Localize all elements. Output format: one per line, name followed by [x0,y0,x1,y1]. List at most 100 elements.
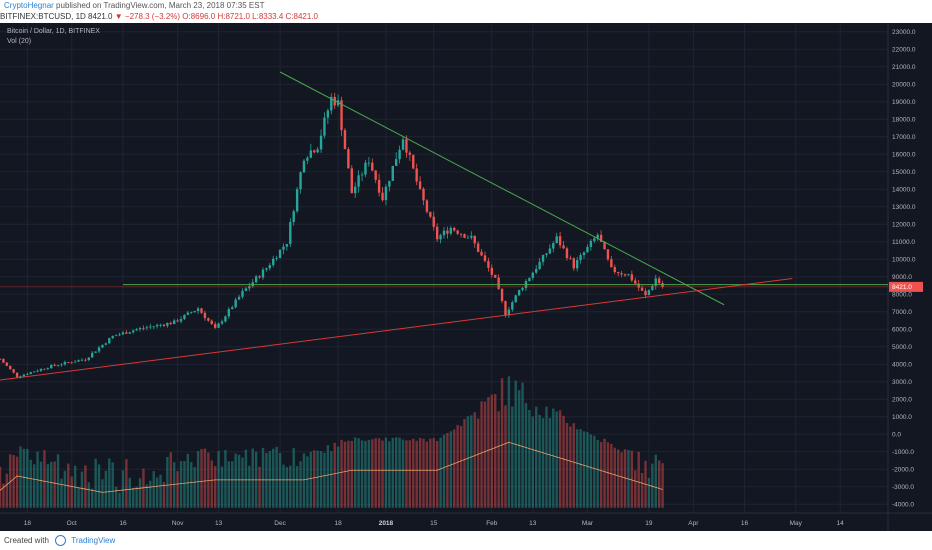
volume-bar [565,423,569,508]
volume-bar [398,437,401,508]
candle-body [569,258,572,259]
price-tick-label: -4000.0 [892,501,914,508]
time-tick-label: Dec [274,520,286,527]
volume-bar [391,438,394,508]
volume-bar [29,459,32,508]
volume-bar [169,452,172,508]
candle-body [302,160,306,173]
created-with-label: Created with [4,536,49,545]
candle-body [548,248,552,254]
volume-bar [302,453,306,508]
candle-body [500,288,504,302]
author-link[interactable]: CryptoHegnar [4,1,54,10]
candle-body [381,192,384,201]
volume-bar [241,457,244,508]
volume-bar [333,442,336,508]
chart-svg[interactable]: 23000.0 22000.0 21000.0 20000.0 19000.0 18000… [0,23,932,531]
candle-body [282,246,285,250]
volume-bar [647,477,651,508]
candle-body [155,324,159,327]
volume-bar [555,411,558,508]
candle-body [582,252,586,256]
candle-body [446,230,449,234]
volume-bar [220,466,224,508]
candle-body [237,296,241,300]
candle-body [190,312,193,314]
volume-bar [200,449,203,508]
volume-bar [394,437,398,508]
candle-body [53,364,56,366]
candle-body [435,226,439,240]
price-tick-label: 22000.0 [892,46,916,53]
volume-bar [22,448,26,508]
volume-bar [388,441,391,508]
price-tick-label: 19000.0 [892,99,916,106]
candle-body [36,370,39,372]
price-tick-label: 6000.0 [892,326,912,333]
volume-bar [9,454,12,508]
legend-title: Bitcoin / Dollar, 1D, BITFINEX [7,28,100,35]
volume-bar [251,448,254,508]
candle-body [316,149,319,153]
volume-bar [548,418,552,508]
volume-bar [606,442,610,508]
candle-body [616,272,620,274]
volume-bar [552,408,555,508]
candle-body [565,248,569,259]
candle-body [576,260,579,269]
price-tick-label: 10000.0 [892,256,916,263]
volume-bar [572,423,575,508]
price-tick-label: -1000.0 [892,449,914,456]
volume-bar [326,445,330,508]
high-label: H:8721.0 [217,12,250,21]
candle-body [507,309,511,316]
chart-area[interactable]: 23000.0 22000.0 21000.0 20000.0 19000.0 18000… [0,23,932,531]
volume-bar [50,461,53,508]
volume-bar [265,453,268,508]
volume-bar [319,450,323,508]
candle-body [207,318,210,321]
volume-bar [350,440,353,508]
volume-bar [60,478,63,508]
candle-body [398,149,401,160]
candle-body [128,332,131,334]
candle-body [125,332,128,334]
candle-body [620,273,623,275]
volume-bar [442,434,446,508]
time-tick-label: 13 [529,520,537,527]
volume-bar [494,394,497,508]
volume-bar [435,440,439,508]
candle-body [429,211,432,217]
volume-bar [118,492,121,508]
candle-body [299,172,302,190]
candle-body [80,359,84,361]
time-tick-label: Apr [688,520,699,527]
volume-bar [415,440,418,508]
candle-body [627,274,630,276]
volume-bar [70,476,73,508]
candle-body [231,307,234,310]
candle-body [145,327,149,329]
price-tick-label: 17000.0 [892,134,916,141]
price-tick-label: -3000.0 [892,484,914,491]
candle-body [340,100,343,131]
volume-bar [179,461,183,508]
volume-bar [381,440,384,508]
candle-body [268,265,272,269]
candle-body [285,243,289,247]
volume-bar [610,444,613,508]
volume-bar [176,471,179,508]
volume-bar [377,438,381,508]
candle-body [244,288,248,291]
tradingview-link[interactable]: TradingView [71,536,116,545]
candle-body [439,235,442,240]
volume-bar [371,439,374,508]
last-price-label: 8421.0 [88,12,113,21]
candle-body [292,211,295,223]
volume-bar [289,465,292,508]
volume-bar [128,477,131,508]
price-tick-label: 12000.0 [892,221,916,228]
price-tick-label: 9000.0 [892,274,912,281]
candle-body [258,276,261,278]
candle-body [172,320,176,325]
